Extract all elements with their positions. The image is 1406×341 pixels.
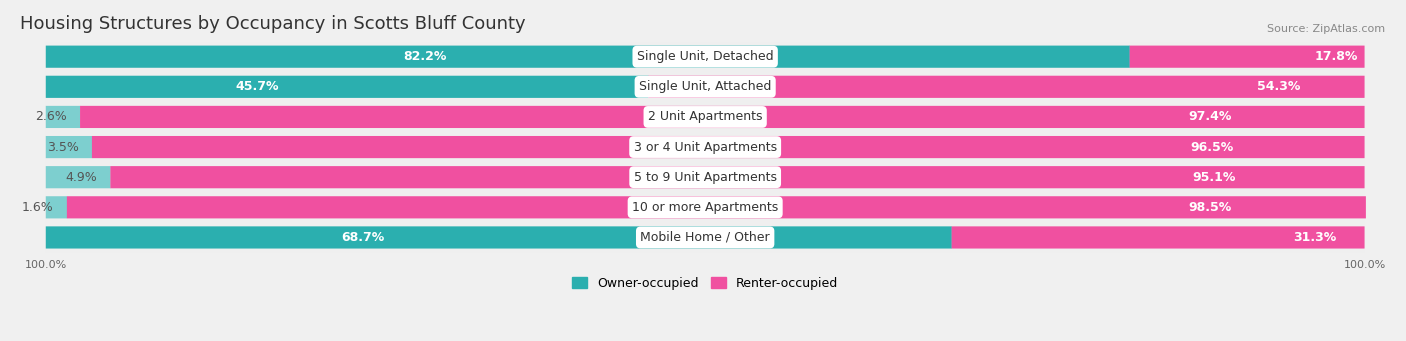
FancyBboxPatch shape — [67, 196, 1365, 219]
FancyBboxPatch shape — [80, 106, 1365, 128]
FancyBboxPatch shape — [91, 136, 1365, 158]
Text: Single Unit, Detached: Single Unit, Detached — [637, 50, 773, 63]
FancyBboxPatch shape — [45, 42, 1365, 71]
Text: Housing Structures by Occupancy in Scotts Bluff County: Housing Structures by Occupancy in Scott… — [20, 15, 524, 33]
Text: Single Unit, Attached: Single Unit, Attached — [638, 80, 772, 93]
Text: 54.3%: 54.3% — [1257, 80, 1301, 93]
Text: 96.5%: 96.5% — [1189, 140, 1233, 153]
FancyBboxPatch shape — [46, 136, 93, 158]
Text: 98.5%: 98.5% — [1188, 201, 1232, 214]
FancyBboxPatch shape — [46, 46, 1130, 68]
FancyBboxPatch shape — [45, 223, 1365, 252]
FancyBboxPatch shape — [45, 163, 1365, 192]
FancyBboxPatch shape — [45, 72, 1365, 101]
Text: 45.7%: 45.7% — [235, 80, 278, 93]
FancyBboxPatch shape — [46, 166, 111, 188]
Text: 31.3%: 31.3% — [1294, 231, 1337, 244]
Text: 3 or 4 Unit Apartments: 3 or 4 Unit Apartments — [634, 140, 776, 153]
FancyBboxPatch shape — [1129, 46, 1365, 68]
Text: 3.5%: 3.5% — [46, 140, 79, 153]
FancyBboxPatch shape — [46, 76, 648, 98]
Text: 17.8%: 17.8% — [1315, 50, 1358, 63]
Text: 10 or more Apartments: 10 or more Apartments — [633, 201, 779, 214]
FancyBboxPatch shape — [45, 132, 1365, 162]
Legend: Owner-occupied, Renter-occupied: Owner-occupied, Renter-occupied — [567, 272, 844, 295]
FancyBboxPatch shape — [46, 226, 952, 249]
FancyBboxPatch shape — [111, 166, 1365, 188]
Text: Source: ZipAtlas.com: Source: ZipAtlas.com — [1267, 24, 1385, 34]
Text: 2.6%: 2.6% — [35, 110, 67, 123]
Text: Mobile Home / Other: Mobile Home / Other — [640, 231, 770, 244]
FancyBboxPatch shape — [46, 196, 67, 219]
Text: 5 to 9 Unit Apartments: 5 to 9 Unit Apartments — [634, 171, 776, 184]
Text: 82.2%: 82.2% — [404, 50, 447, 63]
Text: 2 Unit Apartments: 2 Unit Apartments — [648, 110, 762, 123]
FancyBboxPatch shape — [45, 102, 1365, 132]
Text: 95.1%: 95.1% — [1192, 171, 1236, 184]
Text: 4.9%: 4.9% — [66, 171, 97, 184]
FancyBboxPatch shape — [648, 76, 1365, 98]
Text: 97.4%: 97.4% — [1188, 110, 1232, 123]
FancyBboxPatch shape — [46, 106, 80, 128]
FancyBboxPatch shape — [952, 226, 1365, 249]
Text: 68.7%: 68.7% — [342, 231, 385, 244]
FancyBboxPatch shape — [45, 193, 1365, 222]
Text: 1.6%: 1.6% — [22, 201, 53, 214]
